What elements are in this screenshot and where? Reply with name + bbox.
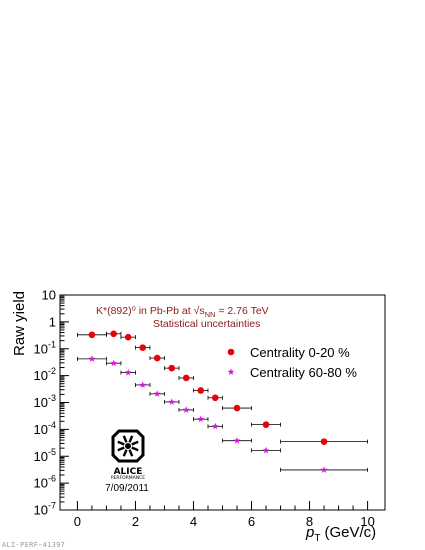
x-tick-label: 6 — [248, 514, 255, 529]
data-point-0-20 — [139, 344, 147, 351]
y-tick-label: 10-2 — [34, 366, 56, 383]
legend-marker-60-80 — [227, 368, 235, 375]
alice-logo-ray — [117, 446, 125, 452]
alice-logo-ray — [122, 449, 128, 457]
data-point-60-80 — [153, 390, 161, 397]
data-point-60-80 — [233, 437, 241, 444]
alice-logo-octagon — [111, 429, 145, 463]
data-point-60-80 — [197, 415, 205, 423]
y-tick-label: 10-3 — [34, 393, 56, 410]
data-point-60-80 — [262, 446, 270, 454]
data-point-0-20 — [110, 330, 117, 338]
data-point-0-20 — [320, 438, 328, 445]
chart-subtitle: Statistical uncertainties — [153, 318, 260, 330]
x-tick-label: 0 — [74, 514, 81, 529]
y-tick-label: 10-7 — [34, 501, 56, 518]
y-tick-label: 1 — [49, 314, 56, 329]
data-point-60-80 — [211, 422, 219, 430]
data-point-0-20 — [262, 421, 270, 428]
data-point-0-20 — [233, 404, 241, 412]
y-axis-ticks: 10-7 10-6 10-5 10-4 10-3 10-2 10-1 1 10 — [34, 288, 69, 518]
alice-logo-ray — [131, 440, 139, 446]
alice-logo — [111, 429, 145, 463]
x-axis-ticks: 0 2 4 6 8 10 — [74, 501, 375, 529]
footer-id: ALI-PERF-41397 — [2, 541, 66, 549]
legend: Centrality 0-20 % Centrality 60-80 % — [227, 345, 357, 380]
data-point-60-80 — [124, 368, 132, 376]
logo-date: 7/09/2011 — [105, 483, 149, 494]
data-point-60-80 — [110, 359, 118, 367]
alice-logo-ray — [117, 440, 125, 446]
alice-logo-ray — [122, 435, 128, 443]
alice-logo-text: ALICE — [114, 467, 143, 477]
y-tick-label: 10-1 — [34, 339, 56, 356]
y-tick-label: 10-5 — [34, 447, 56, 464]
y-axis-title: Raw yield — [11, 291, 28, 356]
legend-marker-0-20 — [227, 348, 235, 356]
alice-logo-ray — [128, 435, 134, 443]
data-point-0-20 — [211, 394, 219, 402]
data-point-60-80 — [139, 381, 147, 388]
data-point-0-20 — [182, 374, 190, 382]
y-tick-label: 10-4 — [34, 420, 56, 437]
alice-performance-text: PERFORMANCE — [111, 475, 145, 481]
data-point-0-20 — [197, 387, 205, 394]
x-tick-label: 10 — [360, 514, 374, 529]
data-point-60-80 — [168, 398, 176, 405]
alice-logo-ray — [131, 446, 139, 452]
legend-label-60-80: Centrality 60-80 % — [250, 365, 357, 380]
data-point-60-80 — [182, 406, 190, 413]
data-point-0-20 — [124, 333, 132, 341]
alice-logo-rays — [117, 435, 139, 457]
chart-title: K*(892)⁰ in Pb-Pb at √sNN = 2.76 TeV — [96, 305, 269, 319]
alice-logo-ray — [128, 449, 134, 457]
x-tick-label: 8 — [306, 514, 313, 529]
data-series — [77, 330, 368, 473]
data-point-0-20 — [168, 364, 176, 372]
x-axis-title: pT (GeV/c) — [305, 524, 376, 544]
alice-logo-center — [125, 443, 131, 449]
x-tick-label: 2 — [132, 514, 139, 529]
data-point-60-80 — [88, 355, 96, 362]
data-point-0-20 — [153, 354, 161, 362]
y-tick-label: 10 — [42, 288, 56, 303]
y-tick-label: 10-6 — [34, 474, 56, 491]
x-tick-label: 4 — [190, 514, 197, 529]
legend-label-0-20: Centrality 0-20 % — [250, 345, 350, 360]
data-point-60-80 — [320, 466, 328, 473]
data-point-0-20 — [88, 331, 96, 339]
